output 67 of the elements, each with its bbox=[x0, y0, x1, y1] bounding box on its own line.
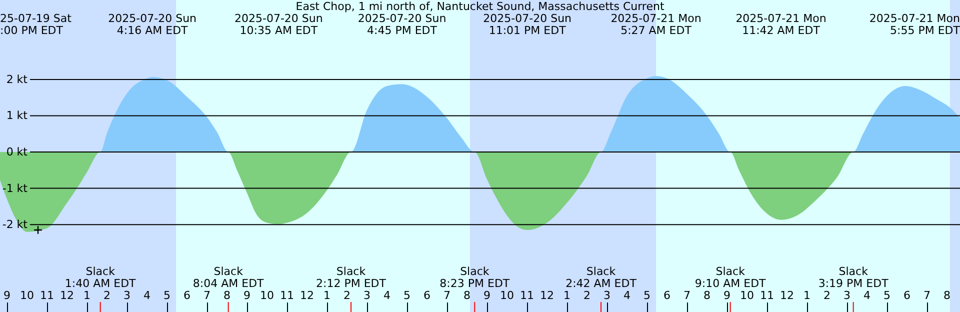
annotation: Slack 8:04 AM EDT bbox=[192, 265, 264, 290]
x-tick-label: 9 bbox=[724, 289, 730, 302]
x-tick-label: 5 bbox=[404, 289, 410, 302]
x-tick-label: 11 bbox=[760, 289, 774, 302]
annotation: 2025-07-20 Sun 4:45 PM EDT bbox=[358, 12, 446, 37]
x-tick-label: 3 bbox=[364, 289, 370, 302]
x-tick-label: 11 bbox=[280, 289, 294, 302]
x-tick-label: 12 bbox=[300, 289, 314, 302]
x-tick-label: 9 bbox=[4, 289, 10, 302]
x-tick-label: 11 bbox=[40, 289, 54, 302]
y-tick-label: 2 kt bbox=[6, 72, 28, 86]
x-tick-label: 12 bbox=[780, 289, 794, 302]
annotation: Slack 8:23 PM EDT bbox=[440, 265, 510, 290]
x-tick-label: 7 bbox=[204, 289, 210, 302]
annotation: Slack 2:12 PM EDT bbox=[316, 265, 386, 290]
y-tick-label: 1 kt bbox=[6, 109, 28, 122]
x-tick-label: 3 bbox=[604, 289, 610, 302]
annotation: 25-07-19 Sat :00 PM EDT bbox=[0, 12, 72, 37]
y-tick-label: -1 kt bbox=[2, 182, 28, 195]
x-tick-label: 6 bbox=[904, 289, 910, 302]
x-tick-label: 3 bbox=[124, 289, 130, 302]
x-tick-label: 10 bbox=[740, 289, 754, 302]
x-tick-label: 3 bbox=[844, 289, 850, 302]
x-tick-label: 1 bbox=[324, 289, 330, 302]
x-tick-label: 5 bbox=[164, 289, 170, 302]
annotation: Slack 3:19 PM EDT bbox=[818, 265, 889, 290]
x-tick-label: 7 bbox=[444, 289, 450, 302]
x-tick-label: 6 bbox=[184, 289, 190, 302]
x-tick-label: 12 bbox=[60, 289, 74, 302]
x-tick-label: 8 bbox=[224, 289, 230, 302]
x-tick-label: 1 bbox=[804, 289, 810, 302]
annotation: 2025-07-20 Sun 11:01 PM EDT bbox=[483, 12, 572, 37]
x-tick-label: 10 bbox=[500, 289, 514, 302]
annotation: 2025-07-20 Sun 10:35 AM EDT bbox=[234, 12, 323, 37]
annotation: Slack 1:40 AM EDT bbox=[64, 265, 136, 290]
x-tick-label: 4 bbox=[144, 289, 150, 302]
x-tick-label: 11 bbox=[520, 289, 534, 302]
annotation: 2025-07-21 Mon 5:27 AM EDT bbox=[610, 12, 702, 37]
x-tick-label: 2 bbox=[344, 289, 350, 302]
x-tick-label: 9 bbox=[484, 289, 490, 302]
x-tick-label: 1 bbox=[564, 289, 570, 302]
x-tick-label: 6 bbox=[424, 289, 430, 302]
x-tick-label: 8 bbox=[704, 289, 710, 302]
x-tick-label: 10 bbox=[20, 289, 34, 302]
x-tick-label: 8 bbox=[464, 289, 470, 302]
x-tick-label: 4 bbox=[384, 289, 390, 302]
x-tick-label: 1 bbox=[84, 289, 90, 302]
annotation: 2025-07-21 Mon 11:42 AM EDT bbox=[736, 12, 826, 37]
x-tick-label: 7 bbox=[924, 289, 930, 302]
annotation: 2025-07-20 Sun 4:16 AM EDT bbox=[108, 12, 197, 37]
x-tick-label: 5 bbox=[644, 289, 650, 302]
x-tick-label: 2 bbox=[584, 289, 590, 302]
annotation: 2025-07-21 Mon 5:55 PM EDT bbox=[869, 12, 960, 37]
x-tick-label: 7 bbox=[684, 289, 690, 302]
x-tick-label: 8 bbox=[944, 289, 950, 302]
annotation: Slack 9:10 AM EDT bbox=[694, 265, 766, 290]
x-tick-label: 6 bbox=[664, 289, 670, 302]
x-tick-label: 12 bbox=[540, 289, 554, 302]
x-tick-label: 9 bbox=[244, 289, 250, 302]
x-tick-label: 4 bbox=[864, 289, 870, 302]
x-tick-label: 2 bbox=[824, 289, 830, 302]
x-tick-label: 4 bbox=[624, 289, 630, 302]
annotation: Slack 2:42 AM EDT bbox=[566, 265, 637, 290]
chart-title: East Chop, 1 mi north of, Nantucket Sound, Massachusetts Current bbox=[296, 0, 665, 13]
x-tick-label: 10 bbox=[260, 289, 274, 302]
x-tick-label: 5 bbox=[884, 289, 890, 302]
x-tick-label: 2 bbox=[104, 289, 110, 302]
